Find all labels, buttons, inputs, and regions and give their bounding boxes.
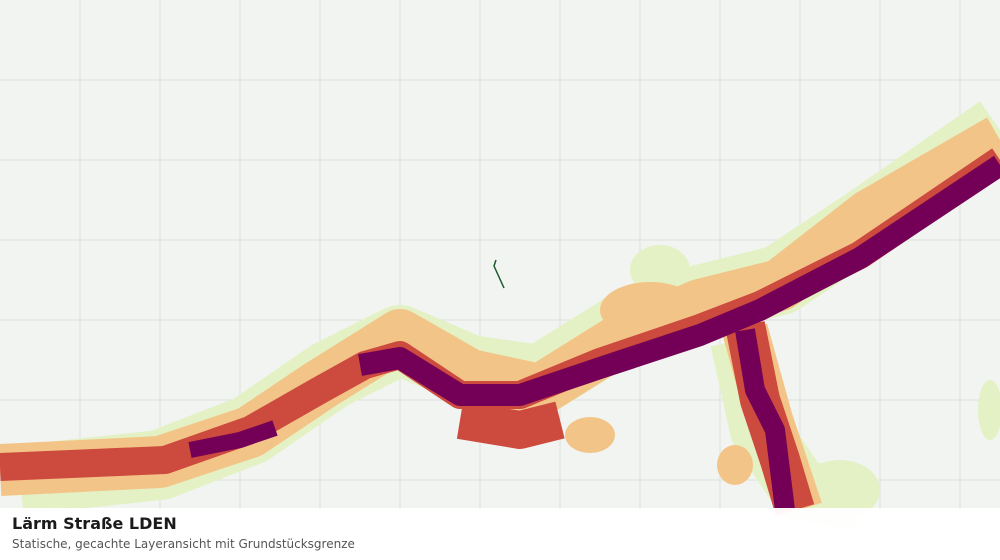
layer-title: Lärm Straße LDEN [12,514,177,533]
layer-subtitle: Statische, gecachte Layeransicht mit Gru… [12,537,355,551]
noise-purple [188,155,1000,512]
caption-panel: Lärm Straße LDEN Statische, gecachte Lay… [0,508,1000,560]
property-boundary [493,259,505,289]
